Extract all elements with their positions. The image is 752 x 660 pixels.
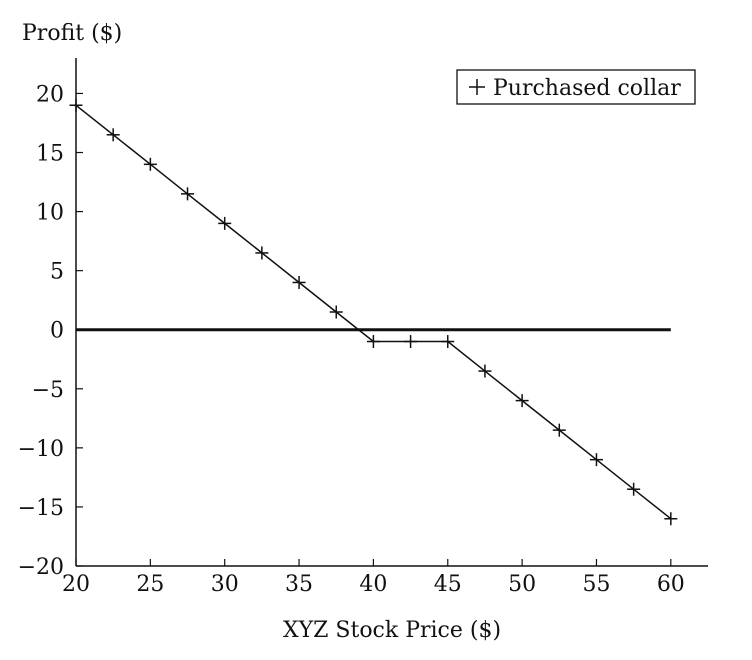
plus-marker <box>181 187 195 201</box>
y-tick-label: 10 <box>36 201 64 226</box>
x-tick-label: 25 <box>136 572 164 597</box>
plus-marker <box>292 275 306 289</box>
plus-marker <box>404 335 418 349</box>
x-axis-title: XYZ Stock Price ($) <box>283 618 501 643</box>
x-tick-label: 50 <box>508 572 536 597</box>
plus-marker <box>69 98 83 112</box>
plus-marker <box>515 394 529 408</box>
y-tick-label: −15 <box>18 496 64 521</box>
legend-label: Purchased collar <box>493 76 681 101</box>
y-tick-label: 5 <box>50 260 64 285</box>
x-tick-label: 40 <box>359 572 387 597</box>
plus-marker <box>478 364 492 378</box>
y-axis-title: Profit ($) <box>22 21 122 46</box>
x-tick-label: 20 <box>62 572 90 597</box>
plus-marker <box>255 246 269 260</box>
y-tick-label: −5 <box>32 378 64 403</box>
x-tick-label: 45 <box>434 572 462 597</box>
plus-marker <box>106 128 120 142</box>
plus-marker <box>366 335 380 349</box>
x-tick-label: 55 <box>582 572 610 597</box>
y-tick-label: 20 <box>36 82 64 107</box>
y-tick-label: −10 <box>18 437 64 462</box>
y-tick-label: 15 <box>36 142 64 167</box>
plus-marker <box>552 423 566 437</box>
plus-marker <box>589 453 603 467</box>
y-tick-label: 0 <box>50 319 64 344</box>
plus-marker <box>664 512 678 526</box>
series-line-purchased-collar <box>75 104 672 520</box>
plus-marker <box>218 216 232 230</box>
plus-marker <box>441 335 455 349</box>
legend-box <box>456 69 696 105</box>
x-tick-label: 60 <box>657 572 685 597</box>
x-tick-label: 35 <box>285 572 313 597</box>
plus-marker <box>627 482 641 496</box>
x-tick-label: 30 <box>211 572 239 597</box>
y-tick-label: −20 <box>18 555 64 580</box>
legend-plus-icon <box>469 79 485 95</box>
plus-marker <box>143 157 157 171</box>
plus-marker <box>329 305 343 319</box>
